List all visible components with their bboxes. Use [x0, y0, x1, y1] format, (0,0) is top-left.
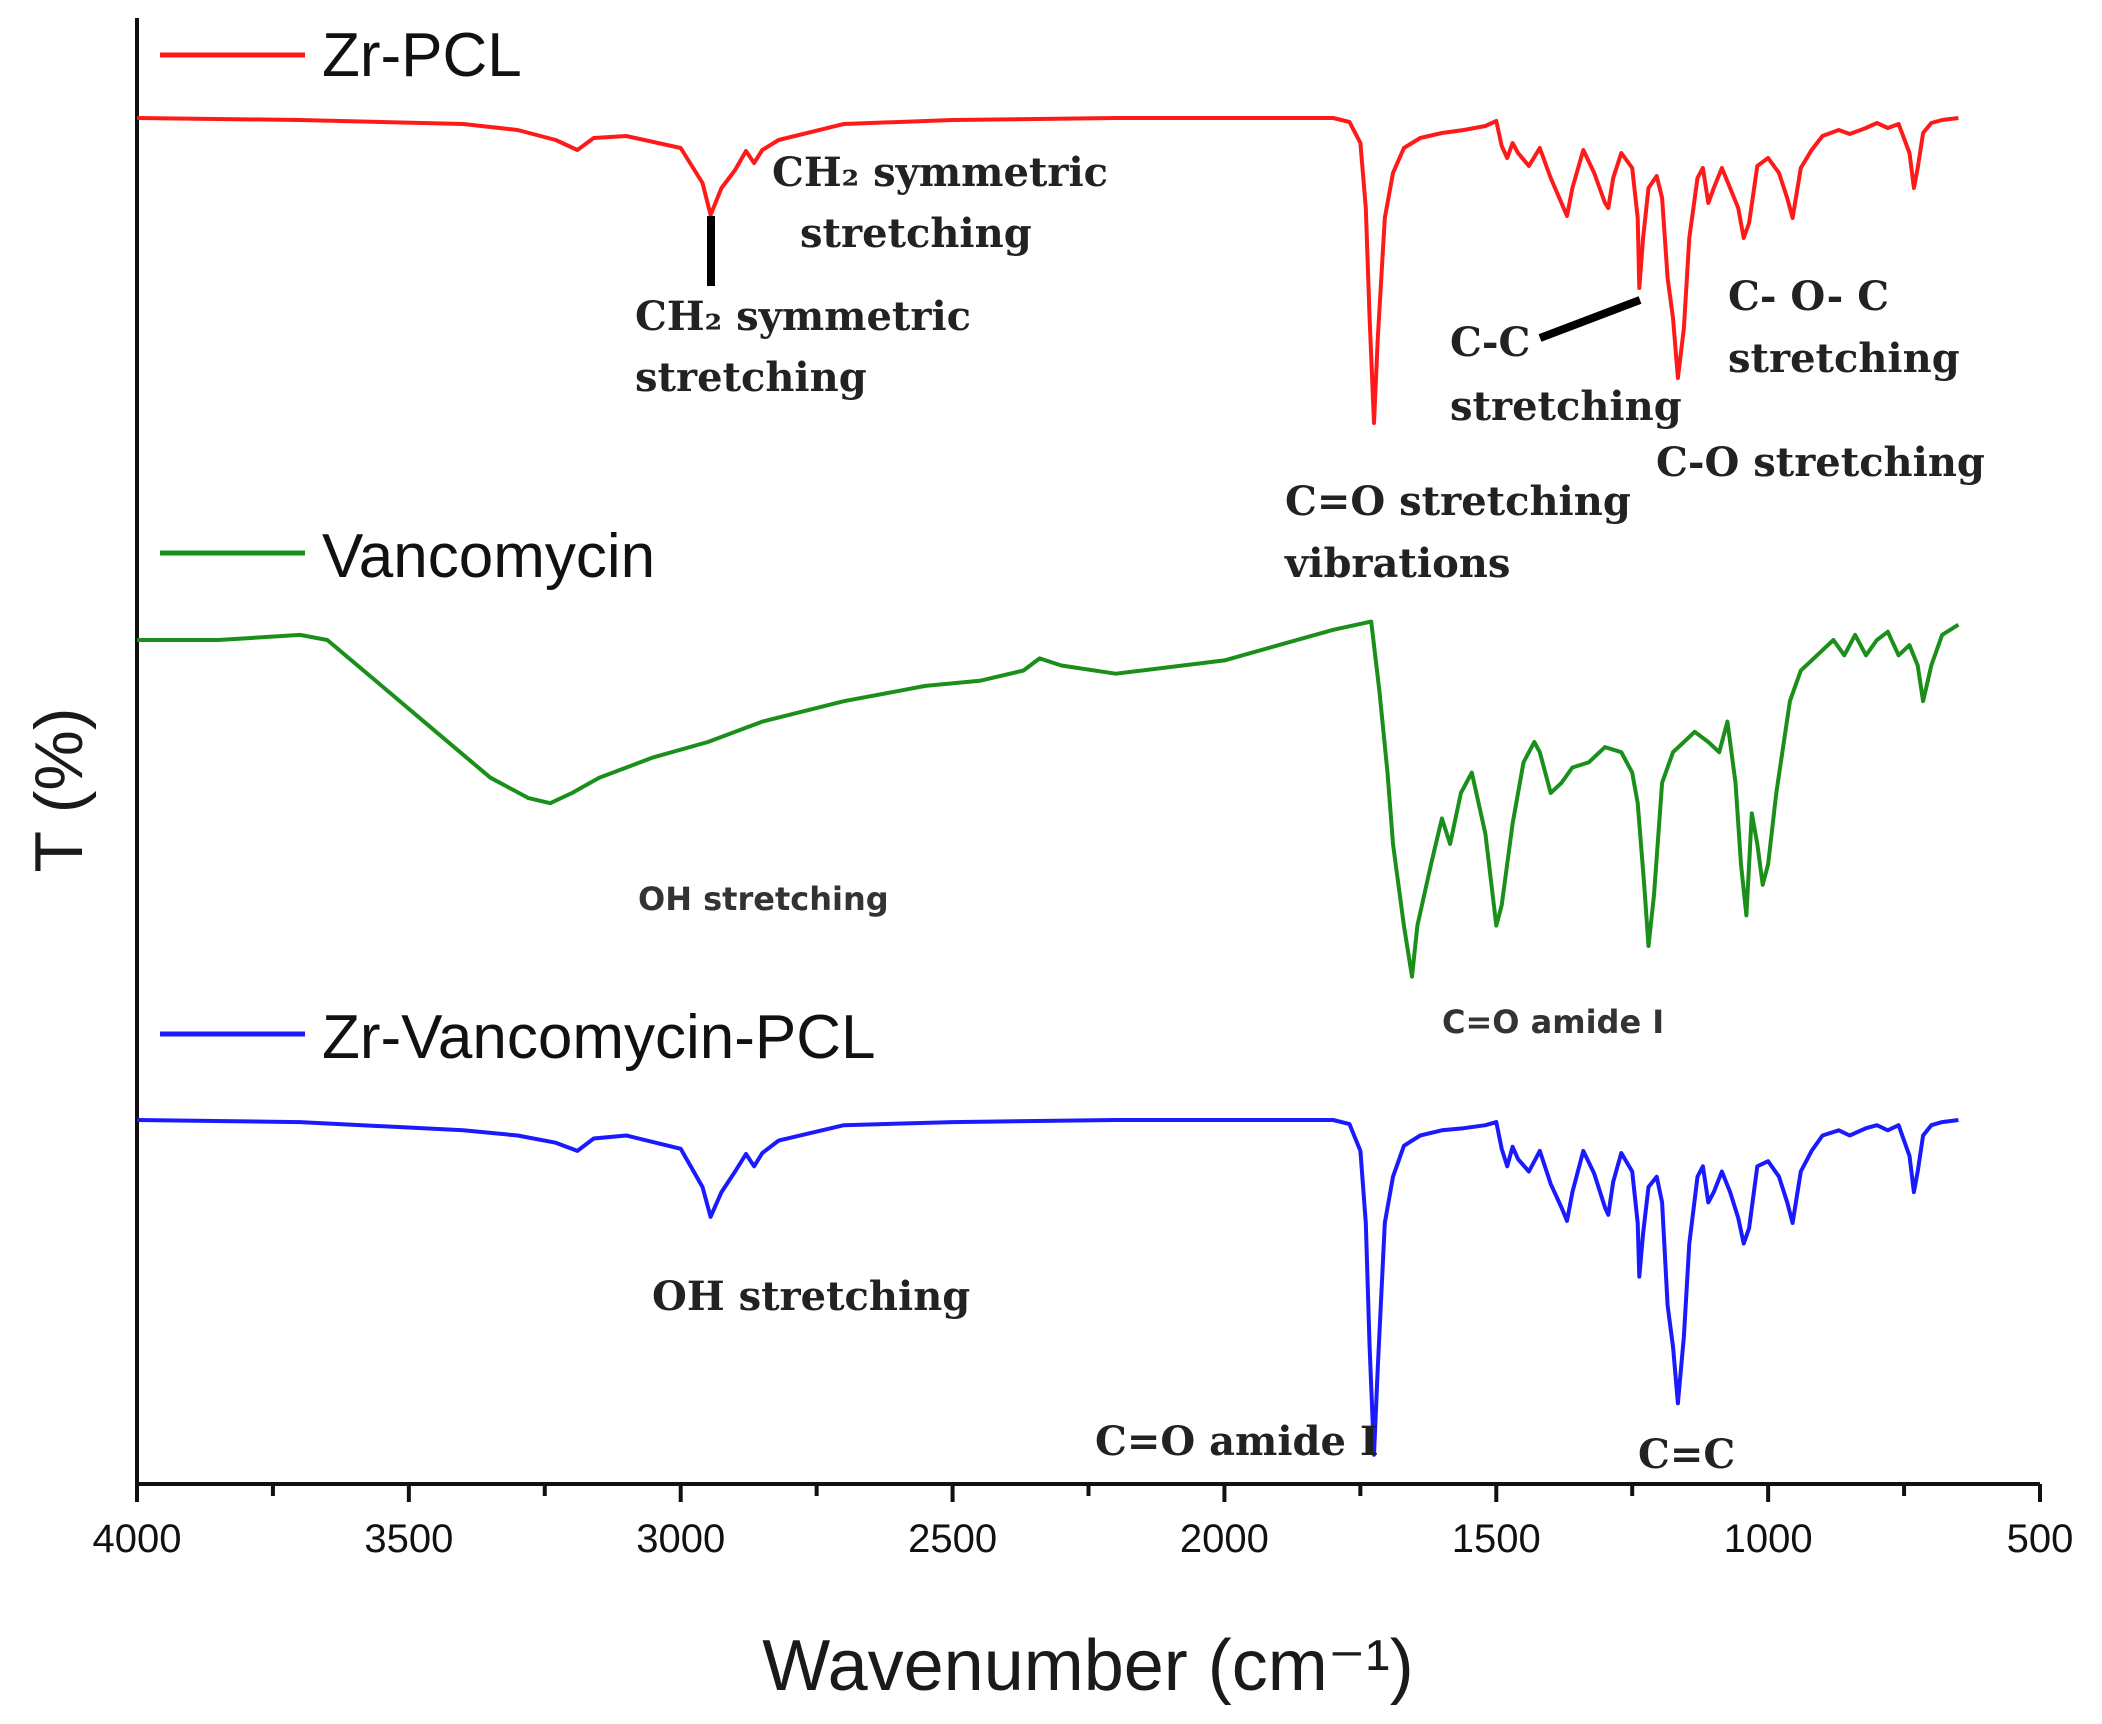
- x-axis-ticks: [135, 1484, 2042, 1502]
- spectrum-zr-pcl: [136, 116, 1959, 425]
- annotation-c-o-c-stretching: C- O- C stretching: [1728, 273, 1960, 382]
- annotation-ch2-lower: CH₂ symmetric stretching: [635, 293, 985, 401]
- annotation-c-c-stretching: C-C stretching: [1450, 319, 1682, 430]
- annotation-ch2-upper: CH₂ symmetric stretching: [772, 149, 1122, 257]
- x-tick-label: 1000: [1724, 1517, 1813, 1561]
- x-axis-title: Wavenumber (cm⁻¹): [762, 1626, 1413, 1706]
- annotation-c-o-stretching-vibrations: C=O stretching vibrations: [1284, 478, 1645, 587]
- legend-label-zr-pcl: Zr-PCL: [322, 21, 522, 90]
- x-axis-tick-labels: 4000 3500 3000 2500 2000 1500 1000 500: [93, 1517, 2074, 1561]
- c-c-pointer-line: [1538, 296, 1642, 342]
- legend-label-zr-vancomycin-pcl: Zr-Vancomycin-PCL: [322, 1003, 876, 1072]
- legend-label-vancomycin: Vancomycin: [322, 522, 655, 591]
- annotation-c-o-stretching: C-O stretching: [1656, 439, 1985, 486]
- x-tick-label: 3500: [364, 1517, 453, 1561]
- x-tick-label: 2000: [1180, 1517, 1269, 1561]
- x-tick-label: 4000: [93, 1517, 182, 1561]
- spectrum-zr-vancomycin-pcl: [136, 1118, 1959, 1457]
- annotation-zvp-c-c: C=C: [1638, 1431, 1735, 1478]
- x-tick-label: 2500: [908, 1517, 997, 1561]
- annotation-vanco-c-o-amide: C=O amide I: [1442, 1003, 1664, 1041]
- annotation-zvp-oh-stretching: OH stretching: [652, 1273, 970, 1320]
- y-axis-title: T (%): [21, 708, 97, 873]
- annotation-zvp-c-o-amide: C=O amide I: [1095, 1418, 1379, 1465]
- x-tick-label: 3000: [636, 1517, 725, 1561]
- x-tick-label: 1500: [1452, 1517, 1541, 1561]
- spectrum-vancomycin: [137, 619, 1960, 979]
- x-tick-label: 500: [2007, 1517, 2074, 1561]
- annotation-vanco-oh-stretching: OH stretching: [638, 880, 889, 918]
